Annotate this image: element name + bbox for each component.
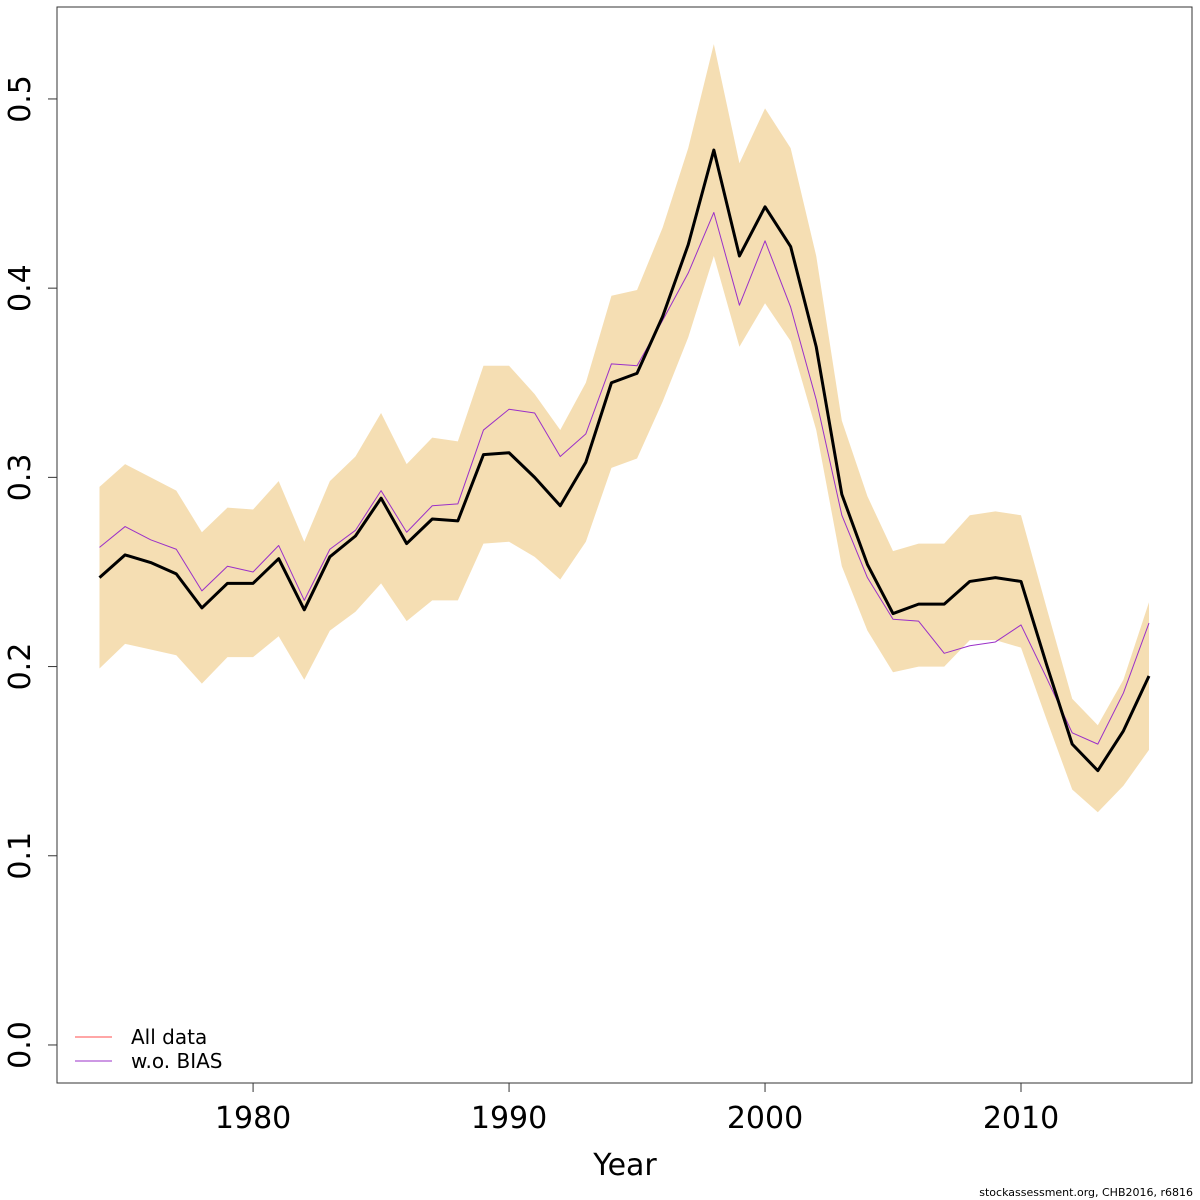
footer: stockassessment.org, CHB2016, r6816 (979, 1186, 1193, 1199)
y-tick-label: 0.2 (3, 643, 38, 691)
series-line (99, 211, 1150, 745)
confidence-band (99, 44, 1149, 813)
x-tick-label: 1990 (471, 1101, 547, 1136)
plot-frame (56, 6, 1193, 1084)
y-tick-label: 0.1 (3, 832, 38, 880)
y-tick-label: 0.4 (3, 264, 38, 312)
y-tick-label: 0.5 (3, 75, 38, 123)
x-tick-label: 1980 (215, 1101, 291, 1136)
y-tick-label: 0.0 (3, 1021, 38, 1069)
y-tick-label: 0.3 (3, 454, 38, 502)
legend-label: All data (131, 1025, 207, 1049)
x-axis-label: Year (592, 1148, 657, 1183)
series-line (98, 148, 1151, 773)
x-tick-label: 2000 (727, 1101, 803, 1136)
legend-label: w.o. BIAS (131, 1049, 222, 1073)
x-tick-label: 2010 (983, 1101, 1059, 1136)
